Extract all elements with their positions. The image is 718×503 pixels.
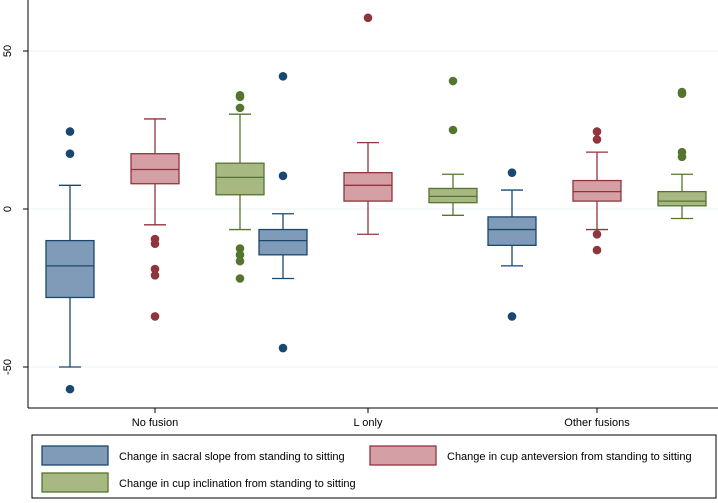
box-plot xyxy=(487,168,537,321)
legend-swatch xyxy=(41,445,109,466)
legend-box xyxy=(31,434,717,499)
box xyxy=(258,228,308,256)
outlier-point xyxy=(278,171,288,181)
outlier-point xyxy=(592,127,602,136)
x-tick-label: Other fusions xyxy=(564,417,630,429)
box xyxy=(572,179,622,202)
outlier-point xyxy=(363,13,373,23)
box-plot xyxy=(258,71,308,353)
box xyxy=(657,190,707,207)
legend-label: Change in cup inclination from standing … xyxy=(119,478,356,490)
box-plot xyxy=(343,13,393,235)
outlier-point xyxy=(278,71,288,81)
outlier-point xyxy=(150,312,160,321)
y-tick-label: -50 xyxy=(2,359,14,375)
outlier-point xyxy=(677,152,687,162)
outlier-point xyxy=(448,76,458,86)
y-tick-label: 50 xyxy=(2,45,14,57)
outlier-point xyxy=(507,312,517,321)
legend: Change in sacral slope from standing to … xyxy=(31,434,717,499)
outlier-point xyxy=(65,127,75,136)
box-plot xyxy=(130,118,180,321)
outlier-point xyxy=(235,92,245,102)
box-plot xyxy=(45,127,95,394)
outlier-point xyxy=(150,264,160,274)
box xyxy=(45,239,95,299)
outlier-point xyxy=(278,343,288,353)
outlier-point xyxy=(235,103,245,113)
outlier-point xyxy=(235,250,245,260)
axes: -50 0 50 No fusion L only Other fusions xyxy=(2,0,718,429)
outlier-point xyxy=(235,256,245,266)
outlier-point xyxy=(592,135,602,144)
outlier-point xyxy=(592,245,602,255)
outlier-point xyxy=(235,274,245,283)
x-tick-label: L only xyxy=(354,417,383,429)
legend-label: Change in cup anteversion from standing … xyxy=(447,451,692,463)
outlier-point xyxy=(592,229,602,239)
box-plot xyxy=(572,127,622,255)
box-plot xyxy=(657,87,707,220)
x-tick-label: No fusion xyxy=(132,417,178,429)
legend-swatch xyxy=(41,472,109,493)
plot-area xyxy=(45,13,707,394)
outlier-point xyxy=(150,271,160,280)
box-plot xyxy=(215,90,265,283)
legend-label: Change in sacral slope from standing to … xyxy=(119,451,345,463)
box xyxy=(343,172,393,202)
outlier-point xyxy=(65,384,75,394)
gridlines xyxy=(28,50,718,368)
legend-swatch xyxy=(369,445,437,466)
outlier-point xyxy=(150,239,160,249)
box xyxy=(130,153,180,185)
outlier-point xyxy=(677,89,687,98)
outlier-point xyxy=(507,168,517,177)
box xyxy=(428,187,478,204)
outlier-point xyxy=(448,125,458,135)
box xyxy=(215,162,265,196)
outlier-point xyxy=(235,244,245,253)
outlier-point xyxy=(65,149,75,158)
y-tick-label: 0 xyxy=(2,206,14,212)
box-plot xyxy=(428,76,478,216)
box xyxy=(487,216,537,246)
